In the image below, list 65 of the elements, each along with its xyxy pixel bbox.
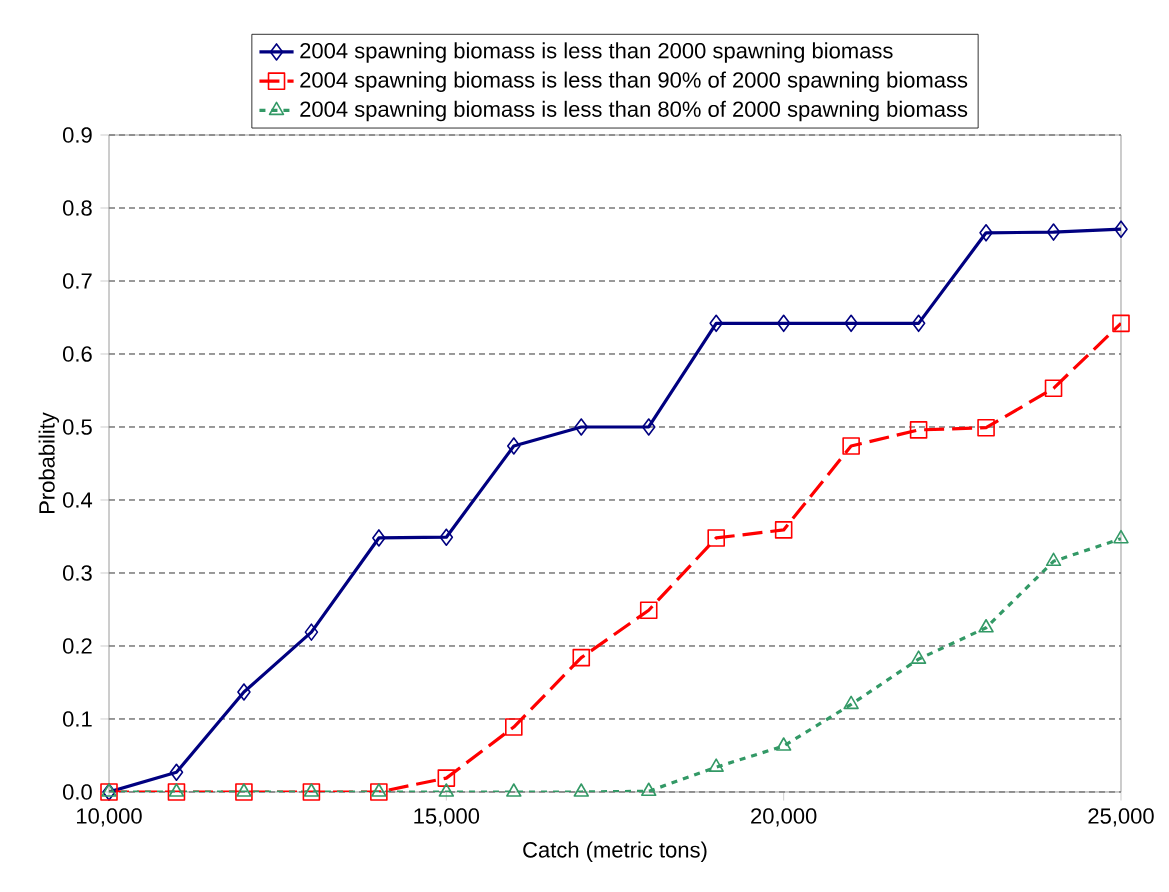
point — [843, 695, 859, 710]
y-tick-label: 0.3 — [62, 565, 92, 581]
point — [1114, 220, 1128, 238]
point — [909, 421, 928, 439]
point — [774, 521, 793, 539]
point — [709, 314, 723, 333]
point — [842, 437, 860, 455]
point — [977, 418, 995, 437]
point — [304, 623, 319, 641]
point — [101, 783, 117, 797]
point — [1046, 223, 1061, 241]
point — [169, 763, 184, 782]
point — [1045, 552, 1062, 567]
y-tick-label: 0.2 — [62, 638, 92, 654]
point — [844, 314, 858, 333]
point — [1044, 379, 1063, 398]
point — [776, 314, 791, 333]
y-tick-label: 0.1 — [62, 711, 92, 727]
point — [439, 528, 454, 547]
legend-label: 2004 spawning biomass is less than 2000 spawning biomass — [300, 42, 893, 63]
point — [302, 783, 321, 801]
point — [639, 601, 658, 620]
point — [641, 418, 656, 436]
y-tick-label: 0.7 — [62, 273, 92, 289]
legend-label: 2004 spawning biomass is less than 80% of 2000 spawning biomass — [300, 100, 968, 122]
point — [979, 224, 993, 242]
point — [303, 783, 320, 797]
point — [707, 529, 725, 547]
point — [641, 782, 657, 797]
point — [167, 783, 186, 801]
point — [505, 718, 523, 736]
point — [1112, 314, 1130, 333]
point — [910, 650, 927, 664]
point — [370, 783, 388, 801]
point — [236, 783, 252, 797]
y-tick-label: 0.5 — [62, 419, 92, 435]
x-axis-title: Catch (metric tons) — [523, 841, 707, 862]
point — [437, 769, 456, 787]
x-tick-label: 20,000 — [751, 808, 817, 827]
y-tick-label: 0.8 — [62, 200, 92, 216]
y-axis-title: Probability — [38, 412, 60, 514]
y-tick-label: 0.6 — [62, 346, 92, 362]
point — [506, 783, 522, 797]
x-tick-label: 15,000 — [414, 808, 480, 827]
point — [1113, 529, 1129, 544]
point — [372, 529, 386, 547]
point — [438, 783, 455, 797]
y-tick-label: 0.9 — [62, 127, 92, 143]
x-tick-label: 10,000 — [77, 808, 142, 827]
legend-label: 2004 spawning biomass is less than 90% of 2000 spawning biomass — [300, 71, 968, 93]
point — [573, 783, 589, 797]
point — [235, 783, 253, 801]
point — [911, 314, 926, 333]
y-tick-label: 0.4 — [62, 492, 93, 508]
point — [371, 783, 387, 797]
point — [775, 737, 792, 751]
point — [574, 418, 589, 436]
y-tick-label: 0.0 — [62, 784, 92, 800]
point — [708, 758, 724, 772]
point — [507, 437, 521, 455]
point — [168, 783, 185, 797]
point — [572, 648, 591, 667]
x-tick-label: 25,000 — [1088, 808, 1154, 827]
point — [237, 683, 251, 701]
point — [978, 618, 994, 633]
